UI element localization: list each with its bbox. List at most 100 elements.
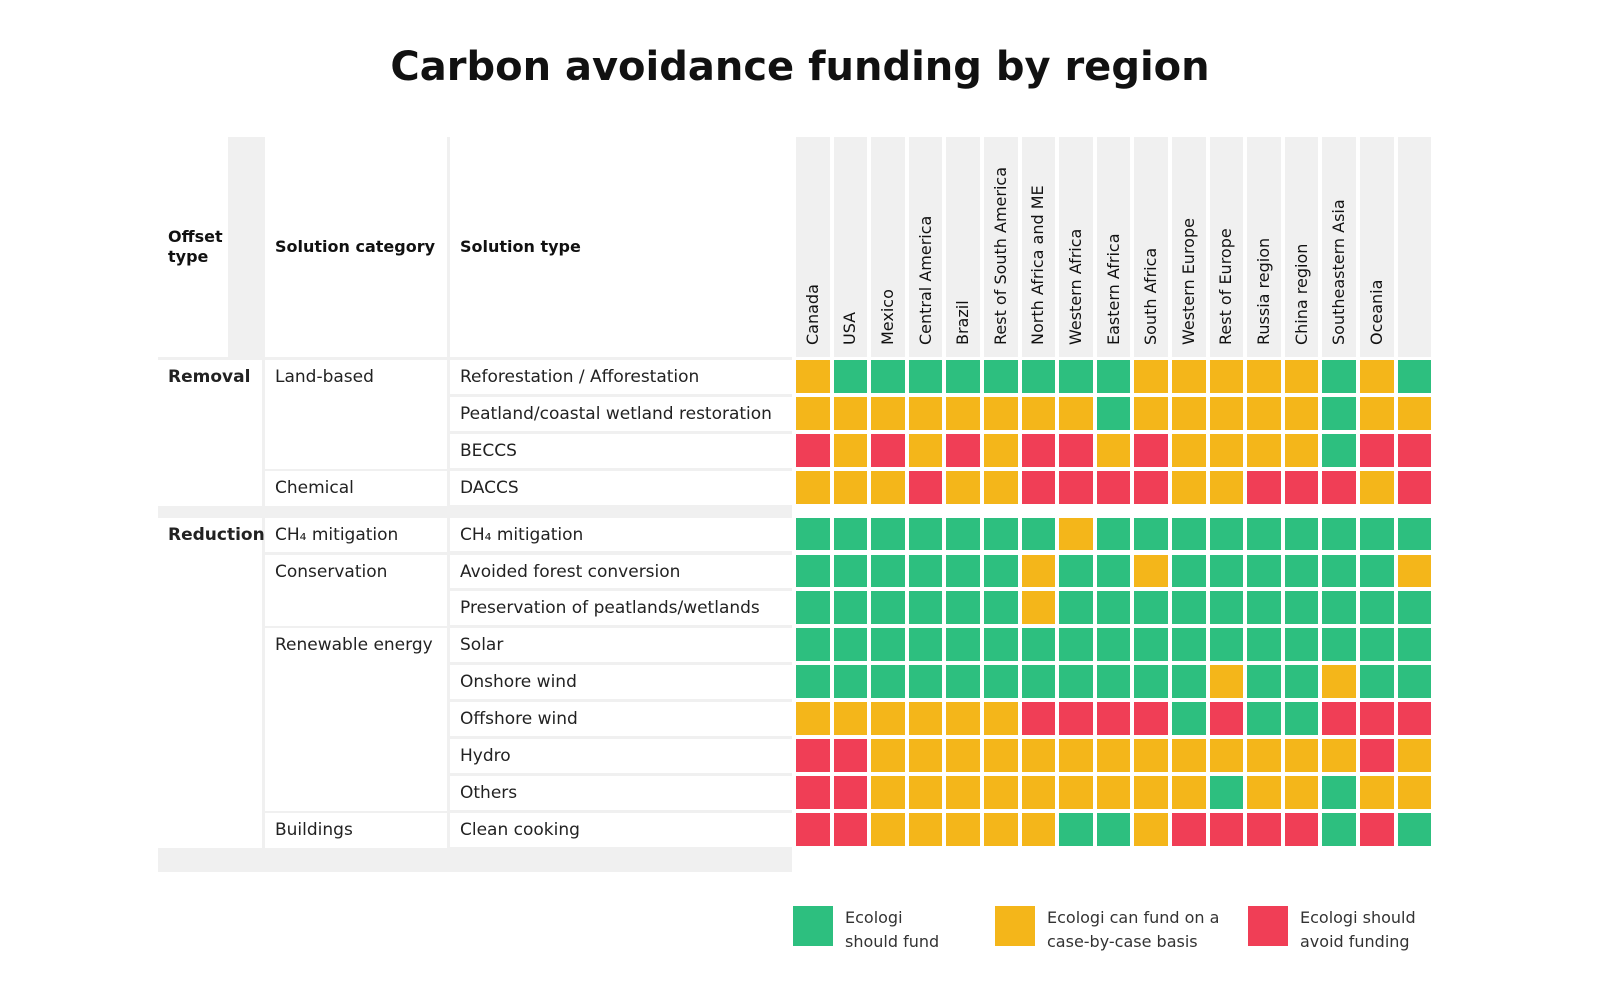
heatmap-cell: [871, 665, 905, 699]
heatmap-cell: [796, 591, 830, 625]
offset-type-label: Removal: [158, 360, 262, 506]
heatmap-cell: [833, 665, 868, 699]
region-label: Brazil: [953, 300, 973, 345]
heatmap-cell: [908, 517, 943, 551]
region-header: Southeastern Asia: [1322, 137, 1356, 357]
heatmap-cell: [984, 739, 1018, 772]
heatmap-cell: [984, 591, 1018, 625]
heatmap-cell: [1360, 360, 1394, 393]
region-label: Rest of Europe: [1216, 228, 1236, 345]
heatmap-cell: [1397, 665, 1432, 699]
legend-label-line1: Ecologi should: [1300, 908, 1416, 927]
solution-type-label: Others: [450, 775, 792, 810]
heatmap-cell: [1360, 702, 1394, 735]
heatmap-cell: [833, 396, 868, 430]
heatmap-cell: [1397, 739, 1432, 772]
legend-label: Ecologi can fund on a case-by-case basis: [1047, 906, 1237, 954]
heatmap-cell: [1021, 517, 1056, 551]
heatmap-cell: [871, 628, 905, 662]
heatmap-cell: [1209, 470, 1244, 504]
heatmap-cell: [796, 470, 830, 504]
heatmap-cell: [871, 554, 905, 588]
solution-type-label: CH₄ mitigation: [450, 517, 792, 552]
region-header: China region: [1284, 137, 1319, 357]
region-label: Western Europe: [1178, 218, 1198, 345]
header-solution-category: Solution category: [265, 137, 447, 357]
heatmap-cell: [1172, 775, 1206, 809]
heatmap-cell: [1021, 433, 1056, 467]
heatmap-cell: [946, 702, 980, 735]
heatmap-cell: [1322, 739, 1356, 772]
heatmap-cell: [1322, 702, 1356, 735]
heatmap-cell: [1247, 812, 1281, 846]
heatmap-cell: [1209, 665, 1244, 699]
heatmap-cell: [796, 739, 830, 772]
heatmap-cell: [1021, 665, 1056, 699]
region-label: Canada: [802, 284, 822, 345]
heatmap-cell: [1397, 628, 1432, 662]
heatmap-cell: [908, 628, 943, 662]
heatmap-cell: [1209, 702, 1244, 735]
region-header: Western Europe: [1172, 137, 1206, 357]
heatmap-cell: [1322, 554, 1356, 588]
header-solution-category-text: Solution category: [275, 237, 436, 256]
heatmap-cell: [833, 628, 868, 662]
header-offset-type-text: Offset type: [168, 227, 223, 266]
heatmap-cell: [1322, 517, 1356, 551]
heatmap-cell: [984, 702, 1018, 735]
heatmap-cell: [908, 812, 943, 846]
heatmap-cell: [1059, 396, 1093, 430]
heatmap-cell: [1134, 739, 1168, 772]
heatmap-cell: [1059, 554, 1093, 588]
heatmap-cell: [871, 433, 905, 467]
heatmap-cell: [1360, 396, 1394, 430]
heatmap-cell: [1172, 628, 1206, 662]
heatmap-cell: [984, 775, 1018, 809]
heatmap-cell: [1134, 360, 1168, 393]
heatmap-cell: [1096, 433, 1131, 467]
heatmap-cell: [1397, 433, 1432, 467]
heatmap-cell: [1322, 591, 1356, 625]
legend-swatch: [793, 906, 833, 946]
heatmap-cell: [1360, 517, 1394, 551]
solution-category-label: CH₄ mitigation: [265, 517, 447, 553]
heatmap-cell: [1134, 433, 1168, 467]
heatmap-cell: [1096, 628, 1131, 662]
region-header: Eastern Africa: [1096, 137, 1131, 357]
heatmap-cell: [1284, 812, 1319, 846]
region-label: Eastern Africa: [1103, 233, 1123, 345]
solution-type-label: Peatland/coastal wetland restoration: [450, 396, 792, 431]
heatmap-cell: [796, 517, 830, 551]
region-header: Western Africa: [1059, 137, 1093, 357]
heatmap-cell: [1172, 812, 1206, 846]
chart-title: Carbon avoidance funding by region: [390, 44, 1210, 90]
heatmap-cell: [1059, 628, 1093, 662]
heatmap-cell: [1059, 360, 1093, 393]
heatmap-cell: [1247, 702, 1281, 735]
heatmap-cell: [1172, 665, 1206, 699]
heatmap-cell: [1096, 702, 1131, 735]
heatmap-cell: [984, 396, 1018, 430]
legend-label-line2: avoid funding: [1300, 932, 1410, 951]
region-header: Rest of South America: [984, 137, 1018, 357]
heatmap-cell: [1134, 591, 1168, 625]
solution-type-label: Clean cooking: [450, 812, 792, 847]
heatmap-cell: [871, 360, 905, 393]
heatmap-cell: [1134, 470, 1168, 504]
legend-label-line1: Ecologi can fund on a: [1047, 908, 1220, 927]
heatmap-cell: [946, 665, 980, 699]
heatmap-cell: [1209, 433, 1244, 467]
heatmap-cell: [1172, 360, 1206, 393]
heatmap-cell: [1247, 517, 1281, 551]
heatmap-cell: [833, 517, 868, 551]
region-label: South Africa: [1141, 247, 1161, 345]
heatmap-cell: [1134, 775, 1168, 809]
heatmap-cell: [871, 812, 905, 846]
heatmap-cell: [1360, 812, 1394, 846]
heatmap-cell: [833, 360, 868, 393]
heatmap-cell: [946, 517, 980, 551]
funding-matrix: Offset type Solution category Solution typ…: [158, 137, 1460, 872]
heatmap-cell: [1397, 396, 1432, 430]
heatmap-cell: [1322, 433, 1356, 467]
heatmap-cell: [1172, 433, 1206, 467]
